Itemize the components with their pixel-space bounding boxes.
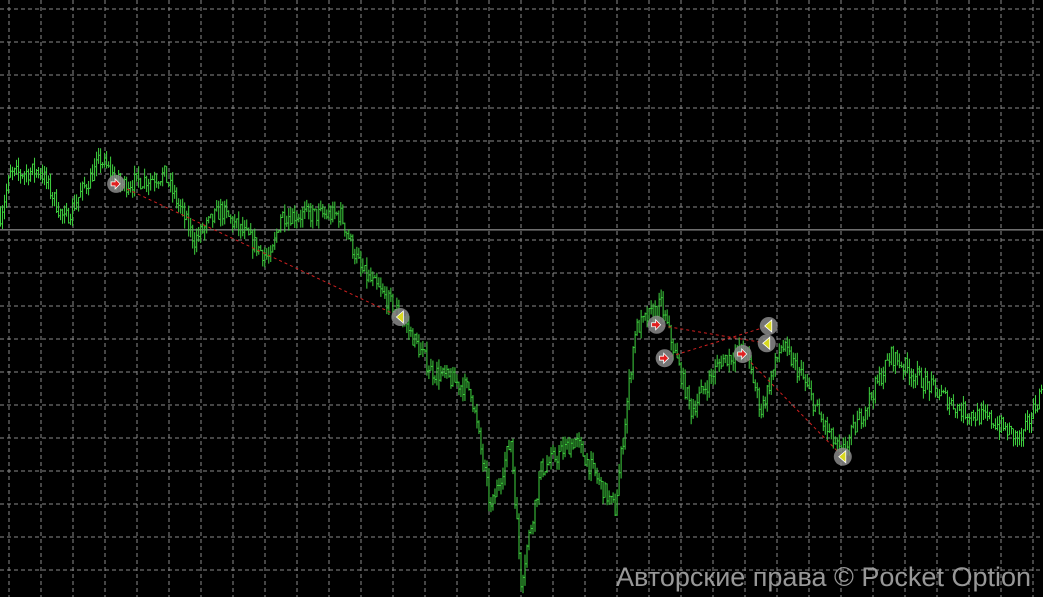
- buy-arrow-icon: [110, 177, 121, 190]
- watermark: Авторские права © Pocket Option: [616, 562, 1031, 592]
- buy-arrow-icon: [737, 348, 748, 360]
- trade-connector-line: [664, 325, 769, 359]
- buy-arrow-icon: [651, 318, 662, 331]
- trade-connector-line: [115, 183, 401, 318]
- close-triangle-icon: [762, 336, 771, 351]
- close-triangle-icon: [764, 319, 773, 333]
- close-triangle-icon: [838, 449, 847, 464]
- close-triangle-icon: [395, 310, 404, 324]
- trade-connector-line: [656, 324, 767, 344]
- buy-arrow-icon: [659, 352, 670, 365]
